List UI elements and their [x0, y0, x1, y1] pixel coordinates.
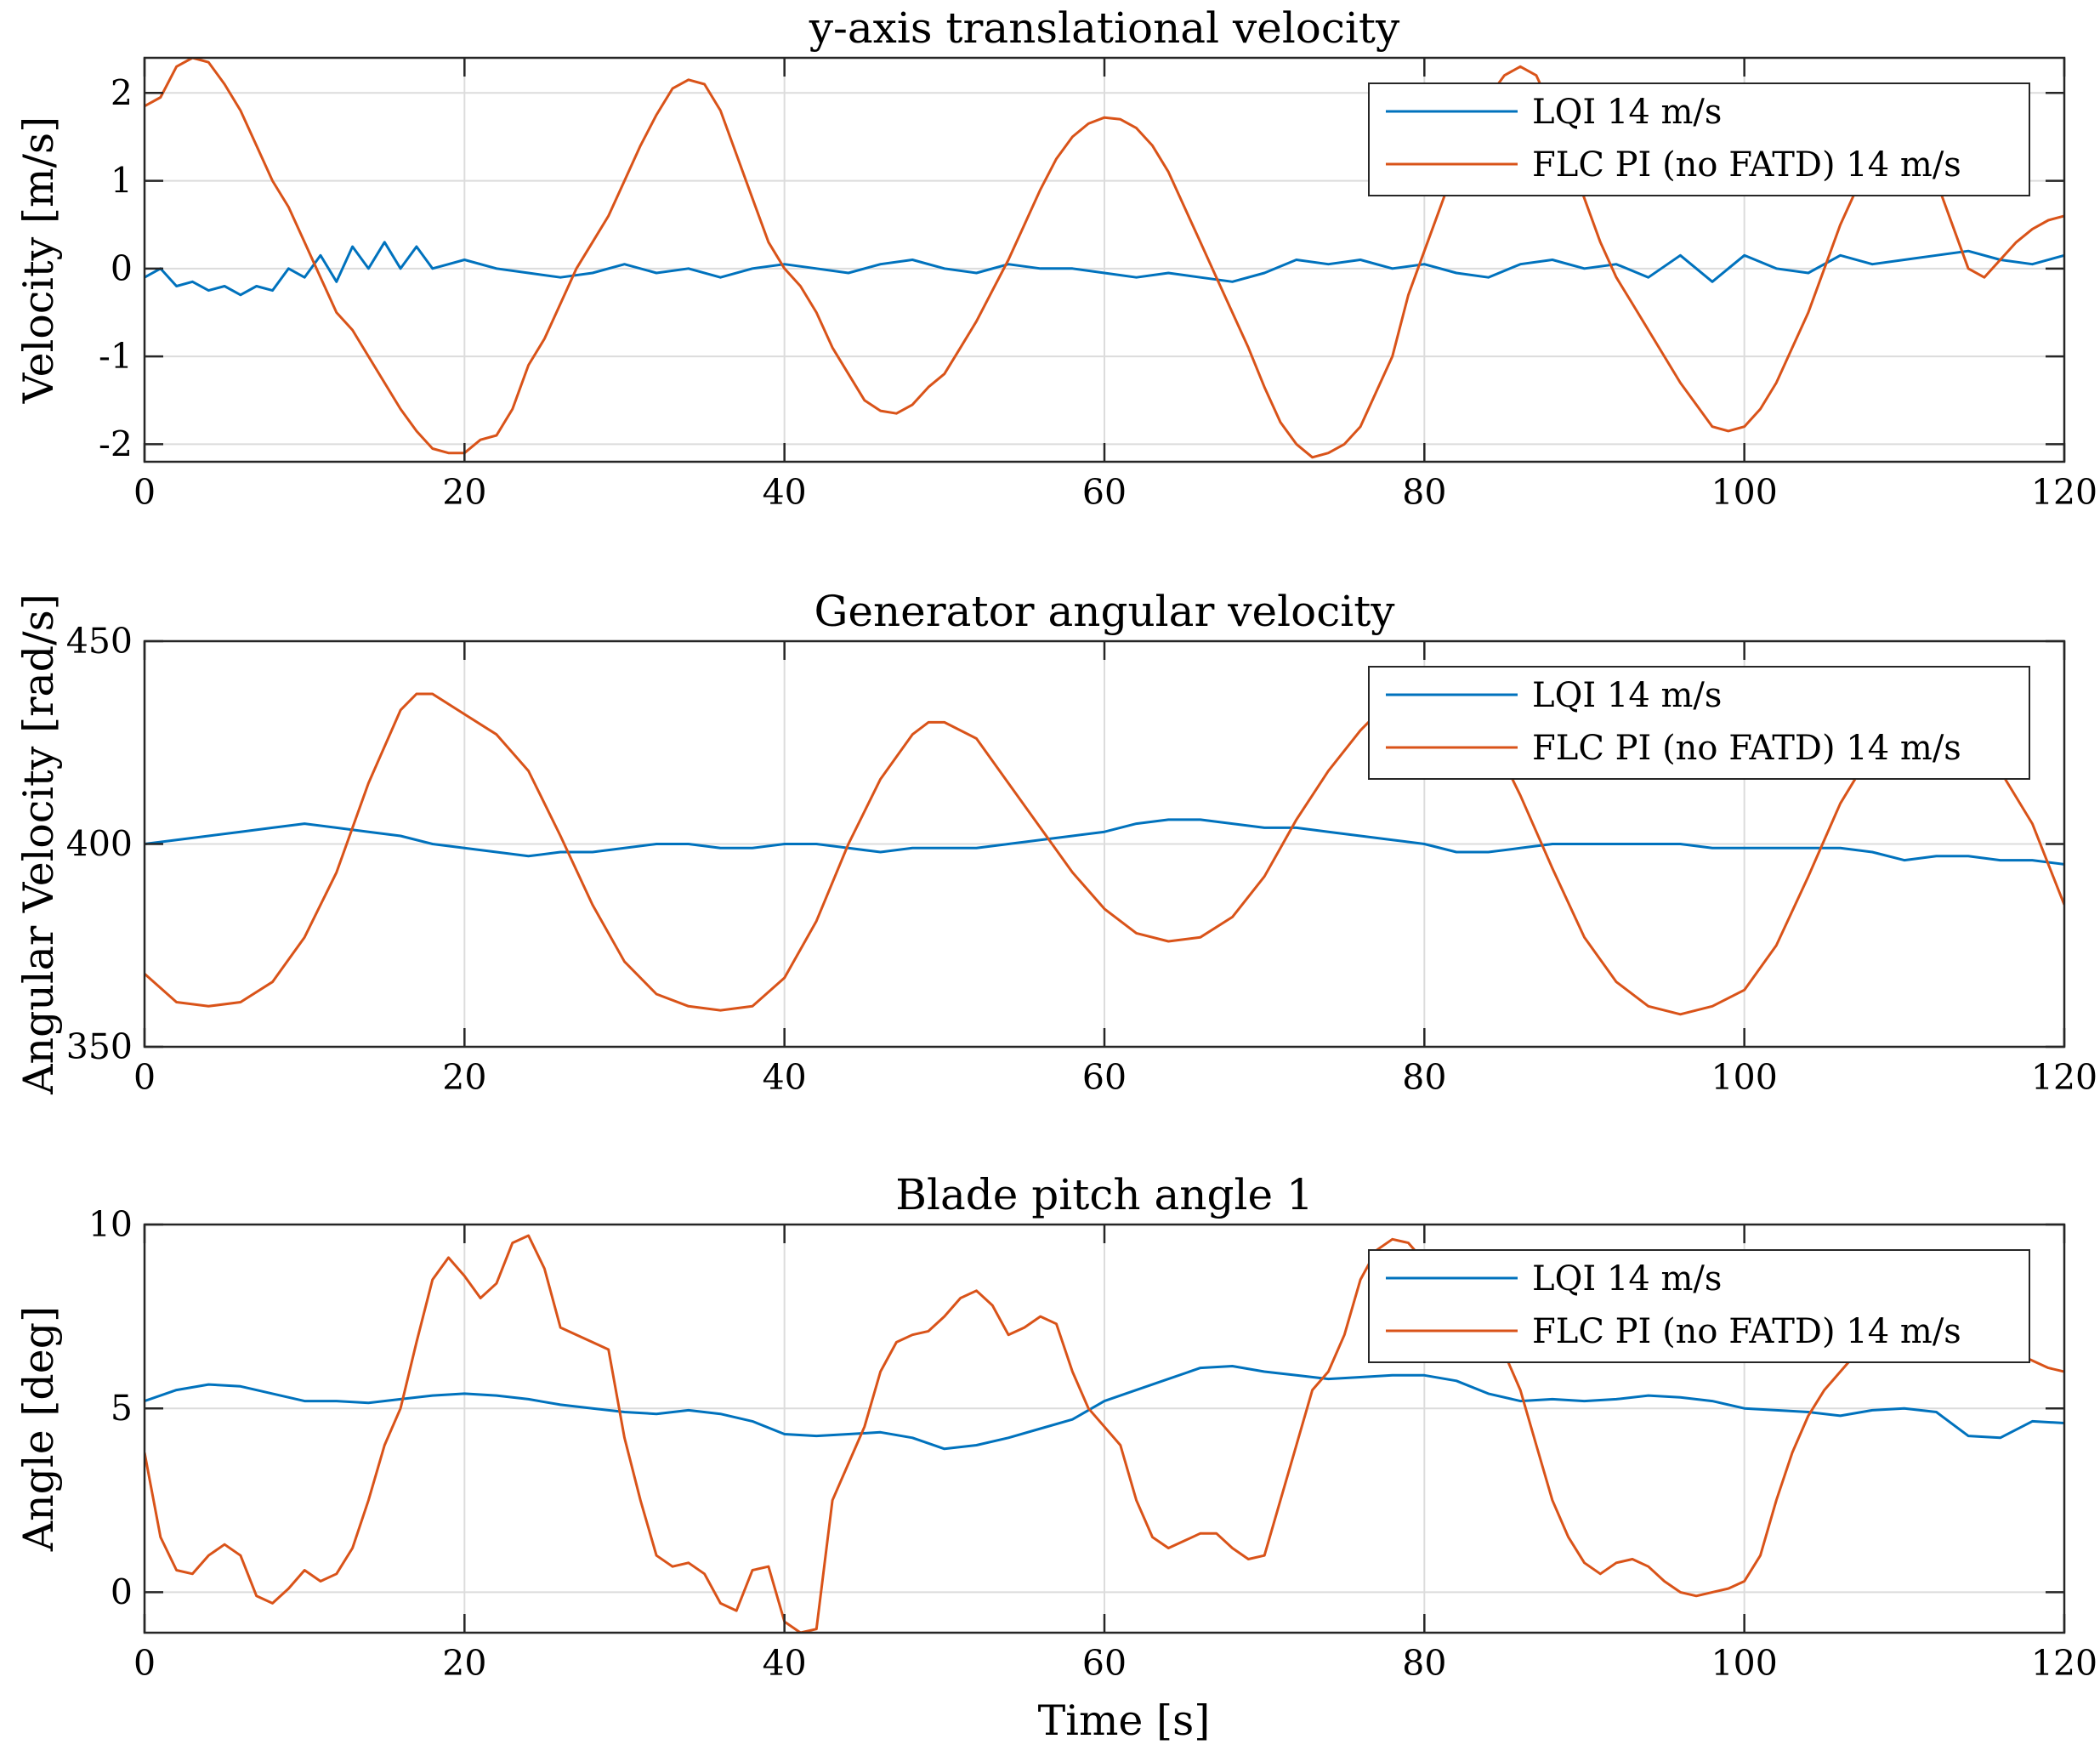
chart2-y-tick-label: 400 [66, 824, 133, 865]
x-axis-label: Time [s] [1038, 1696, 1211, 1745]
chart1-x-tick-label: 0 [133, 472, 156, 513]
chart1-x-tick-label: 80 [1402, 472, 1446, 513]
velocity-chart-panel: 0 20 40 60 80 100 120 -2 -1 0 1 2 y-axis translation… [14, 3, 2097, 513]
chart1-lqi-line [145, 241, 2064, 297]
chart3-legend-label: LQI 14 m/s [1532, 1259, 1722, 1299]
chart2-x-tick-label: 20 [442, 1057, 486, 1098]
chart1-legend-box [1368, 82, 2030, 196]
chart3-x-tick-label: 60 [1082, 1643, 1127, 1684]
chart2-y-tick-label: 350 [66, 1026, 133, 1067]
chart1-y-axis-label: Velocity [m/s] [14, 116, 63, 404]
chart2-x-tick-label: 120 [2031, 1057, 2097, 1098]
chart2-y-tick-label: 450 [66, 621, 133, 662]
chart1-x-tick-label: 60 [1082, 472, 1127, 513]
chart1-y-tick-label: 1 [111, 161, 133, 202]
chart3-y-tick-label: 10 [88, 1204, 133, 1245]
chart1-legend-label: LQI 14 m/s [1532, 93, 1722, 132]
chart1-y-tick-label: -1 [99, 336, 133, 377]
chart2-flc-pi-line [145, 688, 2064, 1016]
chart3-y-tick-label: 0 [111, 1571, 133, 1612]
chart2-x-tick-label: 40 [763, 1057, 807, 1098]
chart1-y-tick-label: 2 [111, 72, 133, 113]
chart2-legend-label: LQI 14 m/s [1532, 676, 1722, 715]
chart1-y-tick-label: 0 [111, 248, 133, 289]
chart3-flc-pi-line [145, 1234, 2064, 1633]
chart3-x-tick-label: 120 [2031, 1643, 2097, 1684]
chart2-y-axis-label: Angular Velocity [rad/s] [14, 594, 63, 1095]
chart2-legend-label: FLC PI (no FATD) 14 m/s [1532, 729, 1961, 768]
chart1-title: y-axis translational velocity [809, 3, 1400, 53]
chart3-y-axis-label: Angle [deg] [14, 1306, 63, 1553]
chart3-x-tick-label: 0 [133, 1643, 156, 1684]
chart1-x-tick-label: 40 [763, 472, 807, 513]
chart2-x-tick-label: 80 [1402, 1057, 1446, 1098]
chart3-lqi-line [145, 1365, 2064, 1451]
chart3-x-tick-label: 40 [763, 1643, 807, 1684]
chart2-legend-box [1368, 666, 2030, 780]
chart3-x-tick-label: 80 [1402, 1643, 1446, 1684]
blade-pitch-chart-panel: 0 20 40 60 80 100 120 0 5 10 Blade pitch angle 1 An… [14, 1170, 2097, 1684]
chart3-y-tick-label: 5 [111, 1388, 133, 1429]
angular-velocity-chart-panel: 0 20 40 60 80 100 120 350 400 450 Generator angula… [14, 587, 2097, 1098]
chart2-x-tick-label: 60 [1082, 1057, 1127, 1098]
chart3-legend-label: FLC PI (no FATD) 14 m/s [1532, 1312, 1961, 1351]
chart1-legend-label: FLC PI (no FATD) 14 m/s [1532, 145, 1961, 185]
chart2-title: Generator angular velocity [814, 587, 1395, 636]
chart1-x-tick-label: 100 [1711, 472, 1778, 513]
chart2-x-tick-label: 0 [133, 1057, 156, 1098]
chart2-lqi-line [145, 818, 2064, 866]
chart1-y-tick-label: -2 [99, 423, 133, 464]
chart1-legend: LQI 14 m/s FLC PI (no FATD) 14 m/s [1368, 82, 2030, 196]
chart1-x-tick-label: 120 [2031, 472, 2097, 513]
chart3-legend: LQI 14 m/s FLC PI (no FATD) 14 m/s [1368, 1249, 2030, 1363]
chart3-legend-box [1368, 1249, 2030, 1363]
chart3-title: Blade pitch angle 1 [895, 1170, 1314, 1219]
chart2-x-tick-label: 100 [1711, 1057, 1778, 1098]
chart1-x-tick-label: 20 [442, 472, 486, 513]
chart3-x-tick-label: 100 [1711, 1643, 1778, 1684]
chart3-x-tick-label: 20 [442, 1643, 486, 1684]
chart2-legend: LQI 14 m/s FLC PI (no FATD) 14 m/s [1368, 666, 2030, 780]
